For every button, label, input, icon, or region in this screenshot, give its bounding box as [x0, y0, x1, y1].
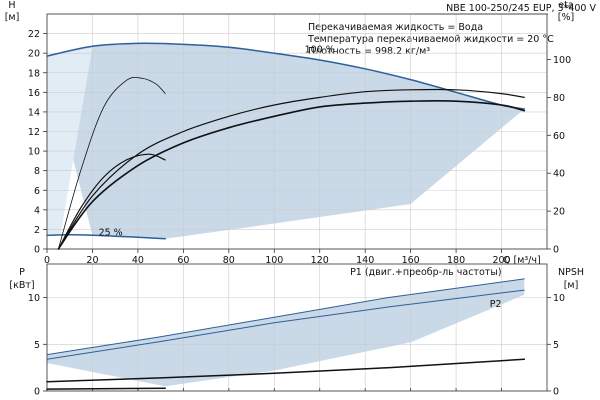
- head-efficiency-panel: 0 2 4 6 8 10 12 14 16 18 20 22 0 20 40 60 80 100 0 20 40 60 80…: [28, 13, 571, 266]
- lower-plot-frame: [46, 263, 548, 392]
- fluid-info: Перекачиваемая жидкость = Вода Температу…: [307, 22, 554, 57]
- speed-annotation: 25 %: [99, 227, 123, 238]
- h-axis-symbol: H: [8, 0, 15, 11]
- curve-p1: [46, 278, 525, 356]
- q-axis-tick-label: 0: [44, 255, 50, 266]
- curve-p-25: [46, 387, 166, 390]
- fluid-info-density: Плотность = 998.2 кг/м³: [308, 46, 430, 57]
- h-axis-tick-label: 18: [28, 68, 40, 79]
- h-axis-tick-label: 8: [34, 166, 40, 177]
- h-axis-tick-label: 22: [28, 29, 40, 40]
- power-region: [47, 278, 525, 387]
- power-npsh-panel: 0 5 10 0 5 10 P1 (двиг.+преобр-ль частоты) P2: [28, 263, 565, 398]
- h-axis-tick-label: 10: [28, 147, 40, 158]
- eta-axis-tick-label: 60: [553, 131, 565, 142]
- q-axis-tick-label: 160: [402, 255, 420, 266]
- curve-eta-total-low: [57, 100, 526, 250]
- q-axis-tick-label: 120: [311, 255, 329, 266]
- q-axis-tick-label: 60: [177, 255, 189, 266]
- low-flow-region: [47, 47, 93, 236]
- q-axis-tick-label: 140: [356, 255, 374, 266]
- fluid-info-temperature: Температура перекачиваемой жидкости = 20…: [307, 34, 554, 45]
- curve-eta-25: [58, 76, 166, 250]
- h-axis-tick-label: 0: [34, 245, 40, 256]
- h-axis-tick-label: 4: [34, 205, 40, 216]
- p-axis-unit: [кВт]: [9, 280, 34, 291]
- h-axis-tick-label: 14: [28, 107, 40, 118]
- q-axis-tick-label: 20: [86, 255, 98, 266]
- h-axis-unit: [м]: [5, 12, 20, 23]
- eta-axis-tick-label: 0: [553, 245, 559, 256]
- fluid-info-liquid: Перекачиваемая жидкость = Вода: [308, 22, 483, 33]
- q-axis-tick-label: 80: [223, 255, 235, 266]
- q-axis-tick-label: 40: [132, 255, 144, 266]
- curve-h-100: [46, 42, 526, 110]
- curve-eta-pump-25: [57, 153, 166, 250]
- curve-npsh: [46, 358, 526, 383]
- q-axis-tick-label: 100: [265, 255, 283, 266]
- h-axis-tick-label: 2: [34, 225, 40, 236]
- npsh-axis-unit: [м]: [564, 280, 579, 291]
- q-axis-tick-label: 180: [447, 255, 465, 266]
- eta-axis-tick-label: 100: [553, 55, 571, 66]
- h-axis-tick-label: 12: [28, 127, 40, 138]
- eta-axis-tick-label: 80: [553, 93, 565, 104]
- legend-p2: P2: [490, 299, 502, 310]
- eta-axis-unit: [%]: [558, 12, 574, 23]
- q-axis-label: Q [м³/ч]: [503, 255, 541, 266]
- q-axis-tick-label: 200: [492, 255, 510, 266]
- legend-p1: P1 (двиг.+преобр-ль частоты): [350, 267, 501, 278]
- p-axis-tick-label: 0: [34, 387, 40, 398]
- eta-axis-tick-label: 20: [553, 207, 565, 218]
- h-axis-tick-label: 6: [34, 186, 40, 197]
- p-axis-tick-label: 10: [28, 293, 40, 304]
- npsh-axis-tick-label: 5: [553, 340, 559, 351]
- npsh-axis-tick-label: 0: [553, 387, 559, 398]
- curve-p2: [46, 289, 525, 360]
- h-axis-tick-label: 20: [28, 49, 40, 60]
- pump-model-title: NBE 100-250/245 EUP, 3*400 V: [446, 3, 596, 14]
- eta-axis-tick-label: 40: [553, 169, 565, 180]
- npsh-axis-symbol: NPSH: [558, 267, 584, 278]
- p-axis-symbol: P: [19, 267, 25, 278]
- p-axis-tick-label: 5: [34, 340, 40, 351]
- npsh-axis-tick-label: 10: [553, 293, 565, 304]
- speed-annotation: 100 %: [305, 44, 335, 55]
- eta-axis-symbol: eta: [558, 0, 573, 11]
- h-axis-tick-label: 16: [28, 88, 40, 99]
